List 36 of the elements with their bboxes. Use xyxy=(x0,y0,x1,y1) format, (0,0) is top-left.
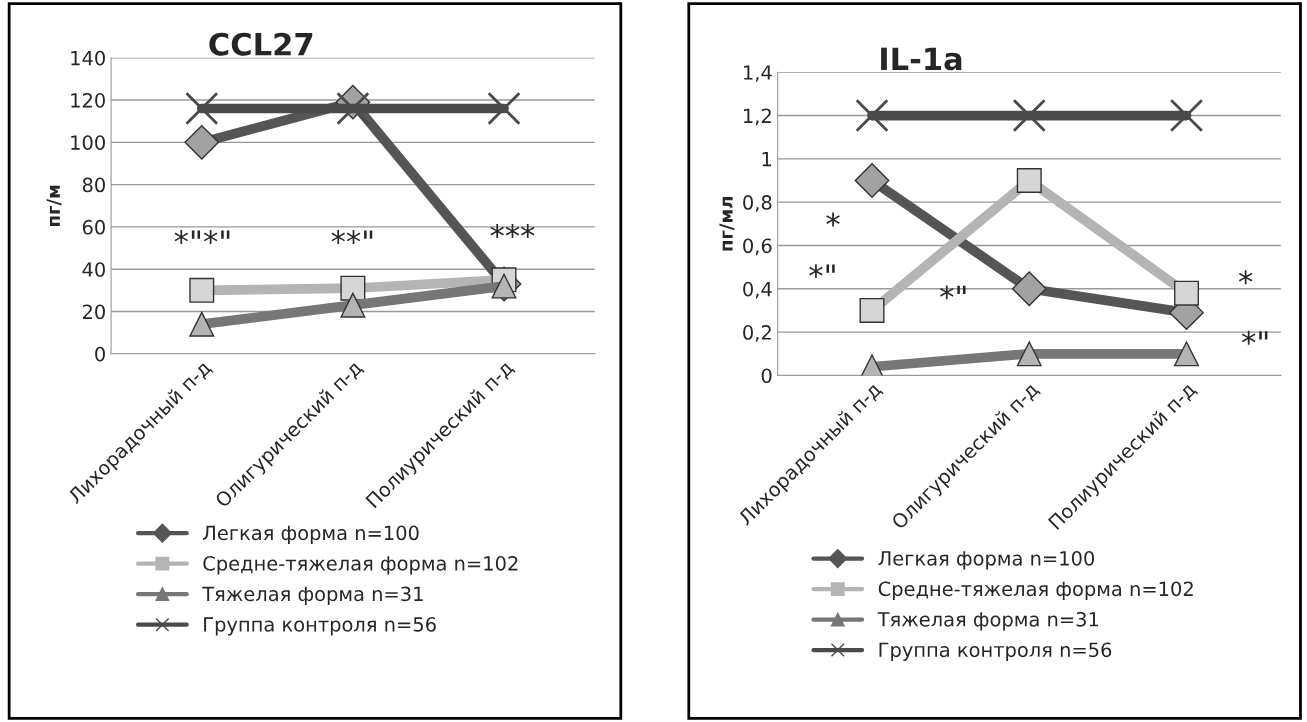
legend-label: Легкая форма n=100 xyxy=(878,550,1095,570)
y-tick-label: 40 xyxy=(82,262,105,277)
legend-label: Группа контроля n=56 xyxy=(204,617,436,636)
y-tick-label: 0,8 xyxy=(743,195,772,212)
y-tick-label: 80 xyxy=(82,177,105,193)
y-tick-label: 0 xyxy=(95,346,105,362)
y-tick-label: 60 xyxy=(82,219,105,235)
legend-label: Легкая форма n=100 xyxy=(203,525,419,545)
y-tick-label: 120 xyxy=(71,93,105,108)
annotation: *" xyxy=(809,264,835,279)
annotation: *"*" xyxy=(174,230,230,244)
y-axis-title: пг/м xyxy=(46,185,62,226)
annotation: *" xyxy=(1241,330,1268,345)
legend-label: Средне-тяжелая форма n=102 xyxy=(203,556,518,575)
chart-title: CCL27 xyxy=(209,32,313,56)
annotation: **" xyxy=(331,230,373,244)
chart-title: IL-1a xyxy=(881,47,962,71)
y-axis-title: пг/мл xyxy=(719,197,735,251)
annotation: * xyxy=(1238,270,1253,285)
y-tick-label: 1 xyxy=(762,152,772,167)
y-tick-label: 0,4 xyxy=(743,281,772,299)
y-tick-label: 20 xyxy=(82,304,105,320)
annotation: * xyxy=(826,212,840,227)
y-tick-label: 140 xyxy=(71,50,105,66)
legend-label: Тяжелая форма n=31 xyxy=(877,611,1099,631)
y-tick-label: 0,6 xyxy=(743,238,772,256)
y-tick-label: 0,2 xyxy=(743,325,771,342)
y-tick-label: 1,2 xyxy=(744,108,771,126)
y-tick-label: 100 xyxy=(71,135,105,150)
y-tick-label: 0 xyxy=(761,368,772,384)
y-tick-label: 1,4 xyxy=(744,65,772,82)
legend-label: Группа контроля n=56 xyxy=(879,642,1112,661)
legend-label: Средне-тяжелая форма n=102 xyxy=(878,581,1193,600)
annotation: *** xyxy=(490,224,535,239)
legend-label: Тяжелая форма n=31 xyxy=(202,586,423,605)
annotation: *" xyxy=(940,285,966,300)
